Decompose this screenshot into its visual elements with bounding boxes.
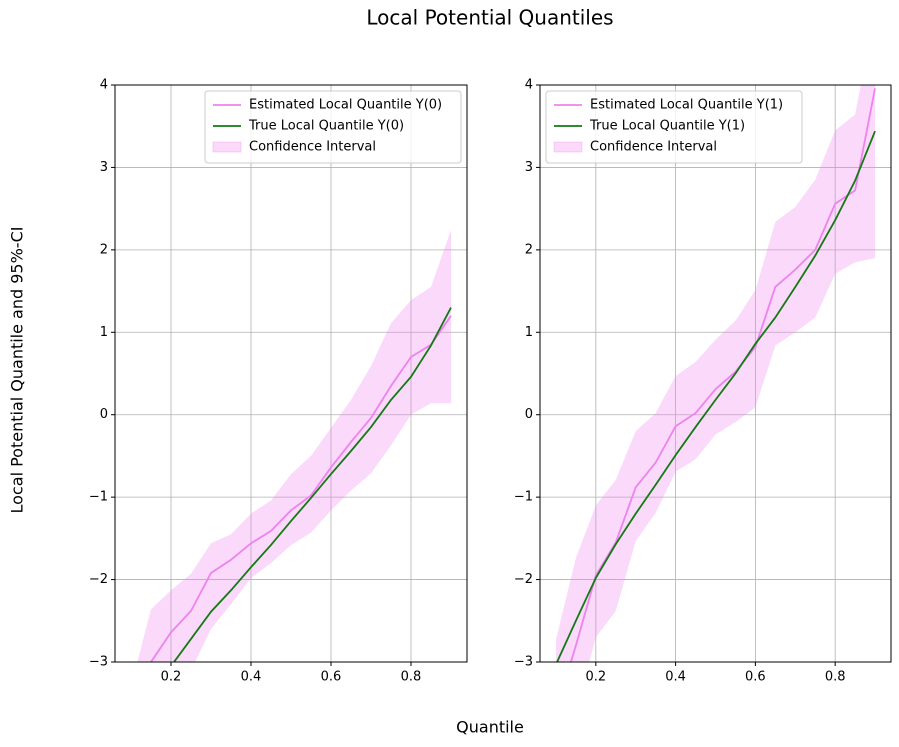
legend-label: Confidence Interval [249, 140, 376, 155]
confidence-band [555, 85, 876, 662]
y-axis-label: Local Potential Quantile and 95%-CI [8, 227, 27, 514]
y-tick-label: −1 [514, 490, 533, 505]
x-tick-label: 0.2 [161, 670, 182, 685]
x-tick-label: 0.6 [321, 670, 342, 685]
plot-area [555, 85, 876, 662]
x-tick-label: 0.4 [241, 670, 262, 685]
y-tick-label: −3 [89, 655, 108, 670]
y-tick-label: 2 [525, 242, 533, 257]
series-line [556, 130, 876, 662]
figure-title: Local Potential Quantiles [366, 6, 613, 30]
y-tick-label: 1 [525, 325, 533, 340]
y-tick-label: −2 [89, 572, 108, 587]
confidence-band [137, 230, 451, 662]
x-tick-label: 0.6 [745, 670, 766, 685]
y-tick-label: 2 [100, 242, 108, 257]
y-tick-label: −1 [89, 490, 108, 505]
series-line [569, 88, 876, 662]
x-tick-label: 0.4 [665, 670, 686, 685]
x-tick-label: 0.8 [401, 670, 422, 685]
y-tick-label: 3 [100, 160, 108, 175]
legend-label: Estimated Local Quantile Y(1) [590, 98, 783, 113]
series-line [149, 315, 452, 662]
plot-area [137, 230, 452, 662]
y-tick-label: 0 [525, 407, 533, 422]
plot-frame [539, 84, 892, 663]
y-tick-label: 3 [525, 160, 533, 175]
legend-label: Estimated Local Quantile Y(0) [249, 98, 442, 113]
plot-frame [114, 84, 468, 663]
legend-swatch [212, 141, 242, 153]
y-tick-label: −3 [514, 655, 533, 670]
legend-box [204, 90, 462, 164]
series-line [172, 307, 452, 662]
legend-label: Confidence Interval [590, 140, 717, 155]
legend-label: True Local Quantile Y(1) [589, 119, 745, 134]
x-tick-label: 0.8 [825, 670, 846, 685]
y-tick-label: −2 [514, 572, 533, 587]
legend-label: True Local Quantile Y(0) [248, 119, 404, 134]
y-tick-label: 4 [100, 78, 108, 93]
x-axis-label: Quantile [456, 718, 524, 737]
y-tick-label: 1 [100, 325, 108, 340]
x-tick-label: 0.2 [585, 670, 606, 685]
legend-box [545, 90, 803, 164]
y-tick-label: 0 [100, 407, 108, 422]
y-tick-label: 4 [525, 78, 533, 93]
legend-swatch [553, 141, 583, 153]
